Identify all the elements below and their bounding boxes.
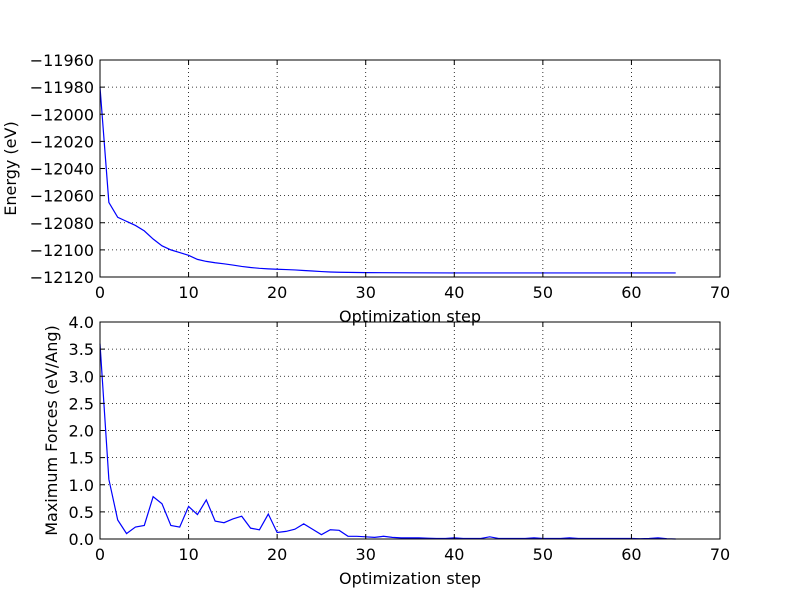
y-tick-label: 1.5: [69, 449, 94, 468]
y-tick-label: 0.5: [69, 503, 94, 522]
x-tick-label: 30: [356, 283, 376, 302]
y-tick-label: −12060: [30, 187, 94, 206]
x-tick-label: 10: [178, 545, 198, 564]
y-tick-label: −11960: [30, 51, 94, 70]
y-tick-label: −12040: [30, 160, 94, 179]
max-forces-plot: 0 10 20 30 40 50 60 70 0.0 0.5 1.0 1.5 2.0 2.5 3.0 3.5 4…: [42, 313, 730, 588]
x-tick-label: 60: [621, 283, 641, 302]
y-tick-label: 3.0: [69, 367, 94, 386]
x-tick-label: 20: [267, 283, 287, 302]
x-tick-label: 70: [710, 545, 730, 564]
x-tick-label: 70: [710, 283, 730, 302]
y-tick-label: −12020: [30, 132, 94, 151]
y-tick-label: −12120: [30, 268, 94, 287]
x-tick-label: 20: [267, 545, 287, 564]
y-tick-label: 3.5: [69, 340, 94, 359]
y-axis-label: Energy (eV): [1, 121, 20, 215]
y-tick-label: 2.5: [69, 394, 94, 413]
y-tick-label: −12100: [30, 241, 94, 260]
x-tick-label: 50: [533, 283, 553, 302]
y-axis-label: Maximum Forces (eV/Ang): [42, 325, 61, 536]
y-tick-label: −12080: [30, 214, 94, 233]
x-tick-label: 60: [621, 545, 641, 564]
energy-plot: 0 10 20 30 40 50 60 70 −11960 −11980 −12000 −12020 −…: [1, 51, 730, 326]
x-tick-label: 30: [356, 545, 376, 564]
y-tick-label: −12000: [30, 105, 94, 124]
series-line: [99, 87, 676, 274]
x-tick-label: 40: [444, 283, 464, 302]
series-line: [99, 343, 676, 540]
x-axis-label: Optimization step: [339, 307, 481, 326]
y-tick-label: 0.0: [69, 530, 94, 549]
y-tick-label: 1.0: [69, 476, 94, 495]
x-axis-label: Optimization step: [339, 569, 481, 588]
x-tick-label: 0: [95, 283, 105, 302]
x-tick-label: 0: [95, 545, 105, 564]
y-tick-label: 4.0: [69, 313, 94, 332]
y-tick-label: −11980: [30, 78, 94, 97]
x-tick-label: 40: [444, 545, 464, 564]
x-tick-label: 50: [533, 545, 553, 564]
y-tick-label: 2.0: [69, 422, 94, 441]
x-tick-label: 10: [178, 283, 198, 302]
